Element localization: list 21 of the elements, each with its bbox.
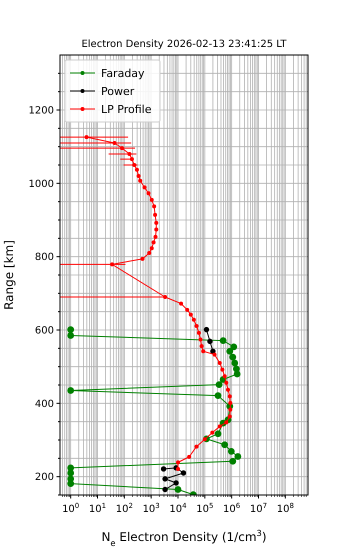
x-axis-title: N$_{e}$ Electron Density (1/cm$^{3}$) <box>101 528 267 548</box>
x-tick-label: 10$^{6}$ <box>223 502 241 515</box>
x-tick-label: 10$^{3}$ <box>142 502 160 515</box>
x-tick-label: 10$^{2}$ <box>116 502 133 515</box>
y-tick-label: 1200 <box>28 106 54 116</box>
legend-label: Faraday <box>101 67 146 80</box>
x-tick-label: 10$^{0}$ <box>62 502 80 515</box>
y-tick-label: 800 <box>34 252 54 264</box>
x-tick-label: 10$^{1}$ <box>88 502 106 515</box>
x-tick-label: 10$^{8}$ <box>276 502 294 515</box>
chart-title: Electron Density 2026-02-13 23:41:25 LT <box>81 39 288 50</box>
y-tick-label: 600 <box>34 326 54 336</box>
x-tick-label: 10$^{4}$ <box>169 502 188 515</box>
y-tick-label: 200 <box>34 472 54 484</box>
legend-label: LP Profile <box>101 103 152 116</box>
y-axis-title: Range [km] <box>2 240 16 310</box>
y-tick-label: 1000 <box>28 178 54 190</box>
x-tick-label: 10$^{7}$ <box>250 502 268 515</box>
y-tick-label: 400 <box>34 398 54 410</box>
x-tick-label: 10$^{5}$ <box>196 502 214 515</box>
legend-label: Power <box>101 85 135 98</box>
